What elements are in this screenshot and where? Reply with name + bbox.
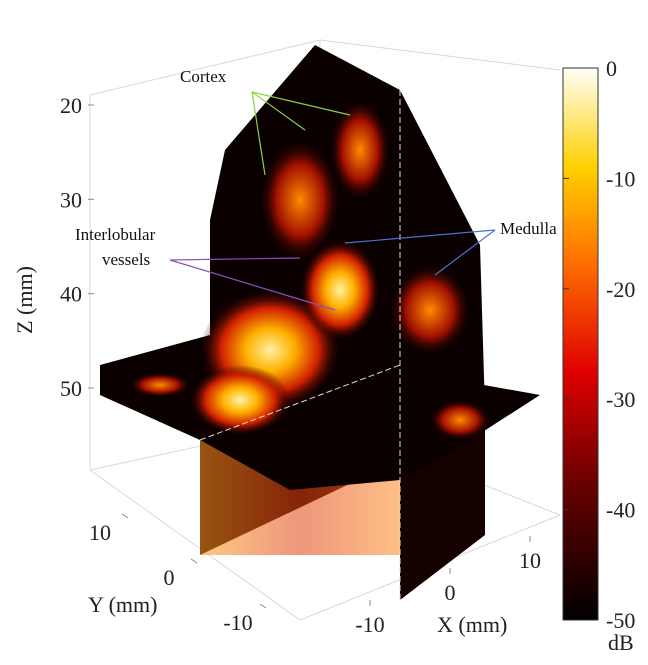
colorbar-tick-label: -40 xyxy=(606,498,635,523)
y-tick xyxy=(260,604,266,608)
annotation: Interlobular xyxy=(75,225,156,244)
annotation: Medulla xyxy=(500,219,557,238)
colorbar-tick-label: -50 xyxy=(606,608,635,633)
y-axis-label: Y (mm) xyxy=(88,592,157,617)
annotation: vessels xyxy=(102,250,150,269)
y-tick-label: 10 xyxy=(89,520,111,545)
y-tick-label: 0 xyxy=(164,565,175,590)
figure: Cortex Interlobular vessels Medulla dB Z… xyxy=(0,0,648,665)
x-tick-label: 10 xyxy=(519,548,541,573)
z-tick-label: 40 xyxy=(60,282,82,307)
annotation: Cortex xyxy=(180,67,227,86)
colorbar-tick-label: 0 xyxy=(606,56,617,81)
colorbar-tick-label: -10 xyxy=(606,166,635,191)
x-axis-label: X (mm) xyxy=(437,612,507,637)
z-tick-label: 50 xyxy=(60,376,82,401)
y-tick xyxy=(191,559,197,563)
z-tick-label: 30 xyxy=(60,187,82,212)
colorbar-tick-label: -30 xyxy=(606,387,635,412)
colorbar xyxy=(563,68,598,620)
x-tick-label: 0 xyxy=(445,580,456,605)
y-tick-label: -10 xyxy=(223,610,252,635)
z-tick-label: 20 xyxy=(60,93,82,118)
x-tick-label: -10 xyxy=(355,612,384,637)
page: {"figure": { "z_axis": {"label": "Z (mm)… xyxy=(0,0,648,665)
z-axis-label: Z (mm) xyxy=(12,266,37,334)
volume-rendering xyxy=(100,45,540,600)
y-tick xyxy=(122,514,128,518)
colorbar-tick-label: -20 xyxy=(606,277,635,302)
colorbar-unit: dB xyxy=(608,630,634,655)
